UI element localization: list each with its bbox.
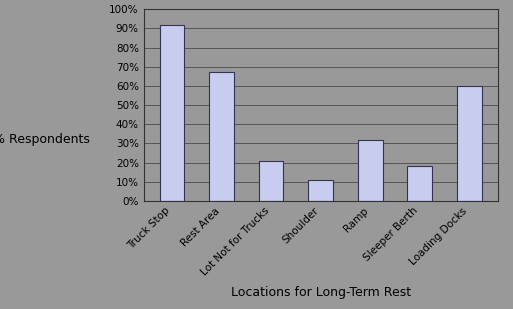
Bar [308, 180, 333, 201]
Bar [457, 86, 482, 201]
Bar [259, 161, 284, 201]
X-axis label: Locations for Long-Term Rest: Locations for Long-Term Rest [230, 286, 411, 299]
Bar [209, 73, 234, 201]
Bar [407, 166, 432, 201]
Bar [160, 25, 185, 201]
Bar [358, 140, 383, 201]
Text: % Respondents: % Respondents [0, 133, 89, 146]
